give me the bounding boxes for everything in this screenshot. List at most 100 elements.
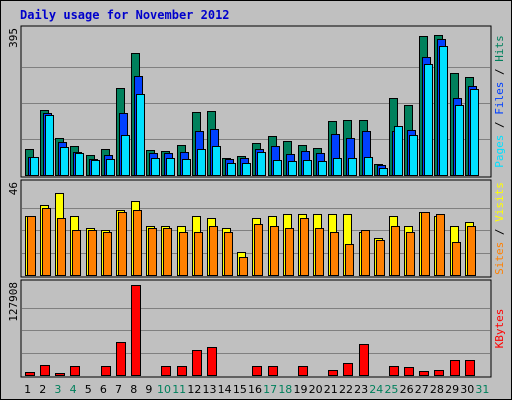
y-axis-label-part: Pages	[493, 135, 506, 168]
x-tick-label-day-18: 18	[278, 383, 292, 396]
bar-kbytes-day-11	[177, 366, 187, 376]
bar-kbytes-day-30	[465, 360, 475, 376]
bar-pages-day-24	[379, 168, 388, 176]
y-axis-label-part: /	[493, 115, 506, 135]
panel-frame	[20, 279, 492, 378]
x-tick-label-day-28: 28	[430, 383, 444, 396]
bar-sites-day-20	[315, 228, 324, 276]
panel-kbytes: 127908 KBytes	[7, 279, 506, 378]
bar-pages-day-9	[151, 158, 160, 176]
chart-title: Daily usage for November 2012	[20, 8, 230, 22]
bar-sites-day-21	[330, 232, 339, 276]
bar-sites-day-24	[376, 240, 385, 276]
x-tick-label-day-10: 10	[157, 383, 171, 396]
bar-kbytes-day-19	[298, 366, 308, 376]
bar-sites-day-16	[254, 224, 263, 276]
y-axis-label-part: Hits	[493, 35, 506, 62]
x-tick-label-day-29: 29	[445, 383, 459, 396]
bar-pages-day-23	[364, 157, 373, 176]
bar-pages-day-14	[227, 163, 236, 176]
bar-pages-day-29	[455, 105, 464, 176]
x-tick-label-day-30: 30	[460, 383, 474, 396]
bar-sites-day-13	[209, 226, 218, 276]
bar-kbytes-day-7	[116, 342, 126, 376]
bar-pages-day-6	[106, 159, 115, 176]
x-tick-label-day-23: 23	[354, 383, 368, 396]
bar-pages-day-3	[60, 147, 69, 176]
x-tick-label-day-25: 25	[384, 383, 398, 396]
bar-sites-day-12	[194, 232, 203, 276]
bar-sites-day-14	[224, 232, 233, 276]
y-axis-label-part: KBytes	[493, 309, 506, 349]
bar-sites-day-15	[239, 257, 248, 276]
bar-pages-day-19	[303, 160, 312, 176]
bar-kbytes-day-8	[131, 285, 141, 376]
bar-sites-day-10	[163, 228, 172, 276]
x-tick-label-day-12: 12	[187, 383, 201, 396]
bar-pages-day-13	[212, 146, 221, 176]
bar-kbytes-day-3	[55, 373, 65, 376]
x-tick-label-day-9: 9	[145, 383, 152, 396]
bar-kbytes-day-1	[25, 372, 35, 376]
bar-pages-day-2	[45, 115, 54, 176]
bar-sites-day-9	[148, 228, 157, 276]
x-tick-label-day-13: 13	[203, 383, 217, 396]
y-axis-label: Sites / Visits	[493, 182, 506, 275]
x-tick-label-day-6: 6	[100, 383, 107, 396]
bar-sites-day-22	[345, 244, 354, 276]
bar-pages-day-17	[273, 160, 282, 176]
bar-kbytes-day-4	[70, 366, 80, 376]
bar-kbytes-day-13	[207, 347, 217, 376]
y-max-label: 46	[7, 182, 20, 195]
bar-pages-day-27	[424, 64, 433, 176]
bar-kbytes-day-23	[359, 344, 369, 376]
x-tick-label-day-4: 4	[70, 383, 77, 396]
bar-pages-day-7	[121, 135, 130, 176]
y-axis-label-part: Visits	[493, 182, 506, 222]
bar-sites-day-25	[391, 226, 400, 276]
bar-sites-day-17	[270, 226, 279, 276]
bar-pages-day-10	[166, 158, 175, 176]
x-axis-day-labels: 1 2 3 4 5 6 7 8 9 10 11 12 13 14 15 16 17 18 19 20 21 22 23 24 2…	[24, 383, 489, 396]
bar-kbytes-day-12	[192, 350, 202, 376]
y-axis-label-part: /	[493, 222, 506, 242]
x-tick-label-day-11: 11	[172, 383, 186, 396]
bar-kbytes-day-27	[419, 371, 429, 376]
x-tick-label-day-24: 24	[369, 383, 383, 396]
bar-kbytes-day-2	[40, 365, 50, 376]
bar-pages-day-4	[75, 153, 84, 176]
bar-kbytes-day-26	[404, 367, 414, 376]
bar-sites-day-29	[452, 242, 461, 276]
x-tick-label-day-27: 27	[415, 383, 429, 396]
bar-pages-day-20	[318, 161, 327, 176]
y-axis-label: KBytes	[493, 309, 506, 349]
bar-sites-day-26	[406, 232, 415, 276]
bar-pages-day-16	[257, 152, 266, 176]
y-max-label: 395	[7, 28, 20, 48]
bar-kbytes-day-17	[268, 366, 278, 376]
x-tick-label-day-3: 3	[54, 383, 61, 396]
x-tick-label-day-16: 16	[248, 383, 262, 396]
x-tick-label-day-1: 1	[24, 383, 31, 396]
bar-sites-day-23	[361, 230, 370, 276]
bar-pages-day-25	[394, 126, 403, 176]
y-axis-label-part: Files	[493, 82, 506, 115]
bar-kbytes-day-29	[450, 360, 460, 376]
bar-kbytes-day-6	[101, 366, 111, 376]
y-max-label: 127908	[7, 282, 20, 322]
x-tick-label-day-21: 21	[324, 383, 338, 396]
bar-sites-day-7	[118, 212, 127, 276]
x-tick-label-day-22: 22	[339, 383, 353, 396]
bar-kbytes-day-16	[252, 366, 262, 376]
bar-kbytes-day-25	[389, 366, 399, 376]
bar-pages-day-1	[30, 157, 39, 176]
bar-sites-day-4	[72, 230, 81, 276]
bar-pages-day-8	[136, 94, 145, 176]
x-tick-label-day-19: 19	[293, 383, 307, 396]
bar-sites-day-11	[179, 232, 188, 276]
bar-pages-day-11	[182, 159, 191, 176]
bar-pages-day-28	[439, 46, 448, 176]
x-tick-label-day-5: 5	[85, 383, 92, 396]
x-tick-label-day-17: 17	[263, 383, 277, 396]
